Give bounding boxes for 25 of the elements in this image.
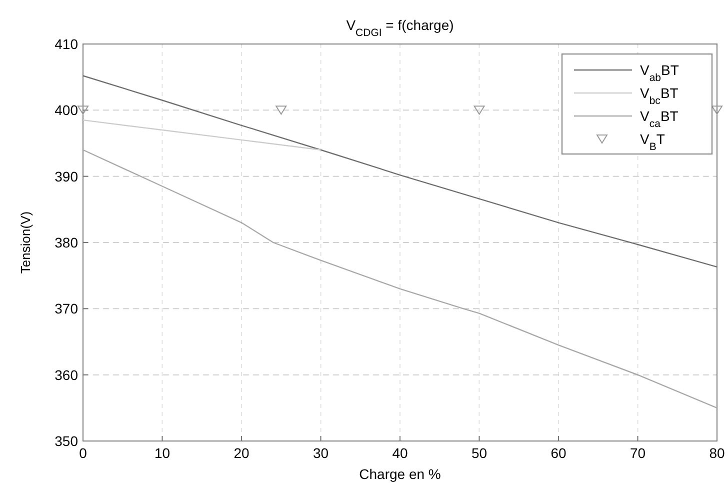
y-tick-label: 360 — [54, 366, 78, 383]
line-series — [82, 149, 718, 409]
x-axis-title: Charge en % — [359, 466, 441, 482]
line-series — [82, 119, 322, 150]
legend-label: V$_{ab}$BT — [640, 62, 680, 84]
chart-title: V$_{CDGI}$ = f(charge) — [346, 17, 454, 39]
y-tick-label: 350 — [54, 433, 78, 449]
x-tick-label: 40 — [392, 445, 408, 461]
y-tick-label: 390 — [54, 168, 78, 184]
y-axis-title: Tension(V) — [18, 211, 33, 274]
legend-label: V$_{B}$T — [640, 131, 666, 153]
legend-label: V$_{ca}$BT — [640, 108, 679, 130]
x-tick-label: 60 — [550, 445, 566, 461]
y-tick-label: 380 — [54, 234, 78, 250]
x-tick-label: 30 — [312, 445, 329, 461]
x-tick-label: 80 — [709, 445, 725, 461]
x-tick-label: 20 — [234, 445, 250, 461]
x-tick-label: 50 — [471, 445, 488, 461]
y-tick-label: 370 — [54, 300, 78, 317]
y-tick-label: 410 — [54, 36, 78, 52]
x-tick-label: 0 — [79, 445, 88, 461]
x-tick-label: 70 — [630, 445, 646, 461]
legend-label: V$_{bc}$BT — [640, 85, 679, 107]
y-tick-label: 400 — [54, 102, 78, 118]
x-tick-label: 10 — [154, 445, 170, 461]
